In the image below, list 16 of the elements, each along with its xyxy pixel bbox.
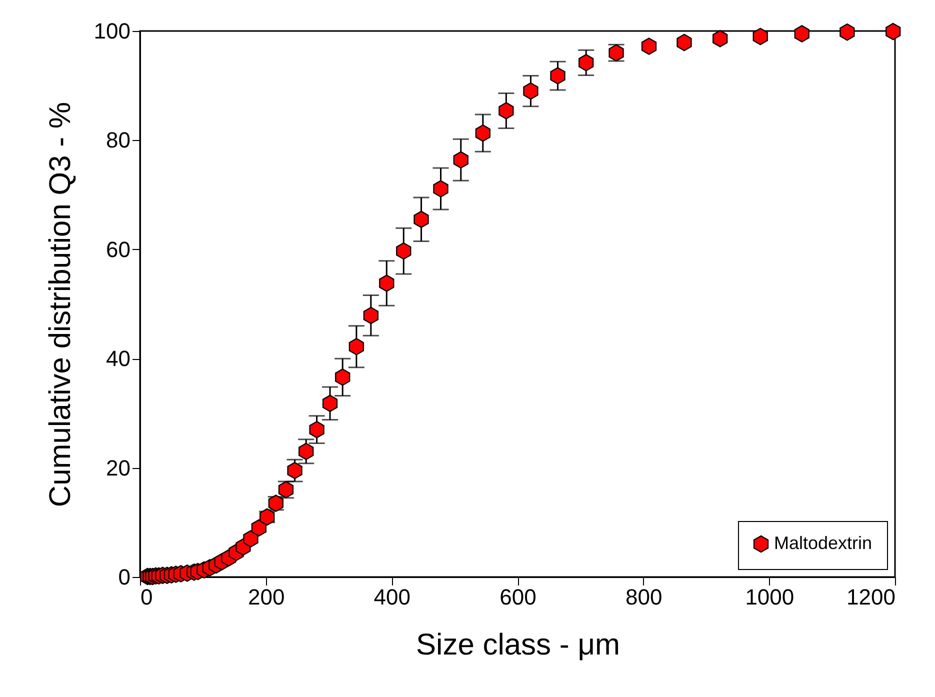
x-tick-label: 200 — [248, 584, 285, 610]
x-axis-title: Size class - μm — [416, 628, 620, 662]
x-tick-label: 400 — [374, 584, 411, 610]
y-tick-label: 20 — [106, 455, 130, 480]
x-tick-label: 1200 — [846, 584, 896, 610]
y-axis-title: Cumulative distribution Q3 - % — [44, 102, 77, 508]
y-tick-label: 40 — [106, 346, 130, 372]
y-tick-label: 0 — [118, 564, 130, 590]
x-tick-label: 0 — [140, 584, 153, 610]
x-tick-label: 1000 — [745, 584, 794, 610]
y-tick-label: 100 — [94, 18, 130, 44]
y-tick-label: 80 — [106, 128, 130, 153]
x-tick-label: 600 — [500, 584, 536, 610]
legend-label: Maltodextrin — [774, 533, 872, 553]
x-tick-label: 800 — [625, 584, 662, 610]
y-tick-label: 60 — [106, 236, 130, 262]
